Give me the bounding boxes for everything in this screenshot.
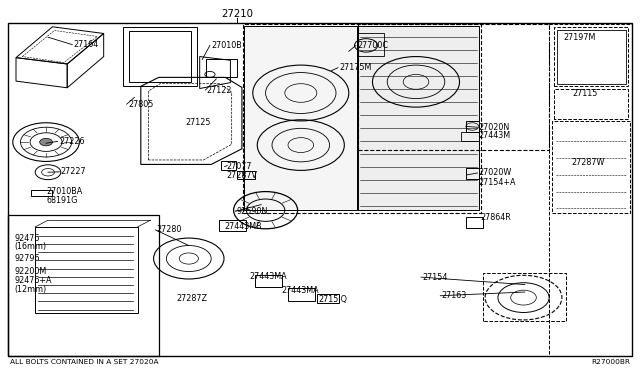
Text: 92476+A: 92476+A (14, 276, 52, 285)
Text: 27164: 27164 (74, 40, 99, 49)
Text: 27210: 27210 (221, 9, 253, 19)
Text: (12mm): (12mm) (14, 285, 46, 294)
Text: 27443MB: 27443MB (224, 222, 262, 231)
Text: 27115: 27115 (573, 89, 598, 97)
Text: 27020N: 27020N (479, 123, 510, 132)
Bar (219, 220, 246, 231)
Bar (35, 227, 138, 313)
Bar (358, 24, 549, 150)
Text: 27864R: 27864R (480, 213, 511, 222)
Text: 27020W: 27020W (479, 169, 512, 177)
Text: 2715IQ: 2715IQ (319, 295, 348, 304)
Bar (466, 121, 479, 132)
Text: 27443MA: 27443MA (282, 286, 319, 295)
Text: 27175M: 27175M (339, 63, 372, 72)
Bar (237, 171, 255, 179)
Text: ALL BOLTS CONTAINED IN A SET 27020A: ALL BOLTS CONTAINED IN A SET 27020A (10, 359, 158, 365)
Bar (461, 132, 479, 141)
Text: 27287V: 27287V (226, 171, 257, 180)
Text: 92200M: 92200M (14, 267, 46, 276)
Text: 27154+A: 27154+A (479, 178, 516, 187)
Text: R27000BR: R27000BR (591, 359, 630, 365)
Bar (255, 275, 282, 287)
Text: 27163: 27163 (442, 291, 467, 300)
Text: 27805: 27805 (128, 100, 154, 109)
Text: 27287W: 27287W (572, 158, 605, 167)
Text: 27197M: 27197M (563, 33, 596, 42)
Text: 92590N: 92590N (237, 207, 268, 216)
Bar (466, 168, 479, 179)
Text: 27154: 27154 (422, 273, 448, 282)
Text: 27010BA: 27010BA (46, 187, 83, 196)
Bar (357, 33, 384, 56)
Text: 27227: 27227 (61, 167, 86, 176)
Bar (8, 215, 159, 356)
Text: 27010B: 27010B (211, 41, 242, 50)
Bar (288, 288, 315, 301)
Text: 27443MA: 27443MA (250, 272, 287, 280)
Circle shape (40, 138, 52, 146)
Text: 27077: 27077 (226, 162, 252, 171)
Bar (317, 294, 339, 303)
Bar (243, 24, 481, 213)
Bar (221, 161, 236, 170)
Text: 68191G: 68191G (46, 196, 77, 205)
Text: 27122: 27122 (207, 86, 232, 94)
Bar (549, 24, 632, 356)
Bar (552, 121, 630, 213)
Text: 27226: 27226 (59, 137, 84, 146)
Bar (31, 190, 52, 196)
Text: 27443M: 27443M (479, 131, 511, 140)
Text: (16mm): (16mm) (14, 242, 46, 251)
Text: 92796: 92796 (14, 254, 40, 263)
Text: 27125: 27125 (186, 118, 211, 127)
Text: 27700C: 27700C (357, 41, 388, 50)
Text: 27287Z: 27287Z (176, 294, 207, 303)
Text: 27280: 27280 (157, 225, 182, 234)
Bar (358, 26, 479, 210)
Bar (466, 217, 483, 228)
Polygon shape (244, 26, 357, 210)
Text: 92476: 92476 (14, 234, 40, 243)
Bar (8, 23, 632, 356)
